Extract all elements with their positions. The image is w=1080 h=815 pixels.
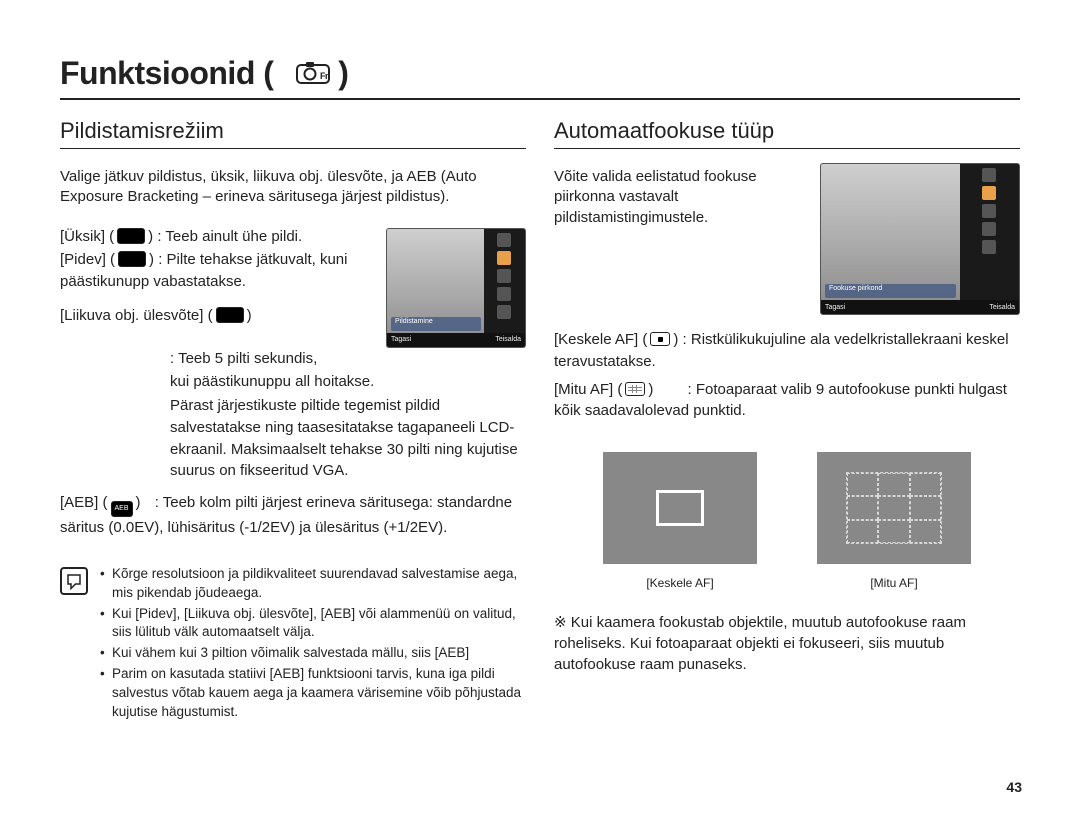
page-title: Funktsioonid ( Fn ) — [60, 55, 348, 92]
notes-list: Kõrge resolutsioon ja pildikvaliteet suu… — [100, 565, 526, 724]
aeb-line: [AEB] (AEB) : Teeb kolm pilti järjest er… — [60, 492, 526, 539]
center-af-caption: [Keskele AF] — [603, 576, 757, 590]
lcd-menu-label-r: Fookuse piirkond — [825, 284, 956, 298]
center-af-close: ) — [673, 331, 678, 348]
af-diagram-labels: [Keskele AF] [Mitu AF] — [554, 576, 1020, 590]
af-footnote: ※ Kui kaamera fookustab objektile, muutu… — [554, 612, 1020, 675]
note-item: Parim on kasutada statiivi [AEB] funktsi… — [100, 665, 526, 722]
left-column: Pildistamisrežiim Valige jätkuv pildistu… — [60, 118, 526, 724]
single-mode-line: [Üksik] () : Teeb ainult ühe pildi. — [60, 226, 368, 248]
lcd-move-label-r: Teisalda — [989, 304, 1015, 311]
center-af-icon — [650, 332, 670, 346]
shooting-mode-intro: Valige jätkuv pildistus, üksik, liikuva … — [60, 167, 526, 208]
page-number: 43 — [1006, 779, 1022, 795]
continuous-mode-line: [Pidev] () : Pilte tehakse jätkuvalt, ku… — [60, 249, 368, 293]
notes-box: Kõrge resolutsioon ja pildikvaliteet suu… — [60, 565, 526, 724]
shooting-mode-heading: Pildistamisrežiim — [60, 118, 526, 149]
note-item: Kui vähem kui 3 piltion võimalik salvest… — [100, 644, 526, 663]
multi-af-line: [Mitu AF] () : Fotoaparaat valib 9 autof… — [554, 379, 1020, 423]
single-desc: : Teeb ainult ühe pildi. — [157, 228, 302, 245]
multi-af-caption: [Mitu AF] — [817, 576, 971, 590]
center-af-line: [Keskele AF] () : Ristkülikukujuline ala… — [554, 329, 1020, 373]
motion-desc3: Pärast järjestikuste piltide tegemist pi… — [60, 395, 526, 482]
single-icon — [117, 228, 145, 244]
lcd-back-label-r: Tagasi — [825, 304, 845, 311]
aeb-close: ) — [136, 494, 141, 511]
af-intro: Võite valida eelistatud fookuse piirkonn… — [554, 167, 802, 297]
continuous-icon — [118, 251, 146, 267]
multi-af-close: ) — [648, 381, 653, 398]
note-item: Kõrge resolutsioon ja pildikvaliteet suu… — [100, 565, 526, 603]
center-af-diagram — [603, 452, 757, 564]
multi-af-icon — [625, 382, 645, 396]
motion-desc2: kui päästikunuppu all hoitakse. — [60, 371, 526, 393]
aeb-label: [AEB] ( — [60, 494, 108, 511]
cont-close: ) — [149, 251, 154, 268]
multi-af-label: [Mitu AF] ( — [554, 381, 622, 398]
note-item: Kui [Pidev], [Liikuva obj. ülesvõte], [A… — [100, 605, 526, 643]
lcd-menu-label: Pildistamine — [391, 317, 481, 331]
motion-mode-line: [Liikuva obj. ülesvõte] () — [60, 305, 368, 327]
motion-label: [Liikuva obj. ülesvõte] ( — [60, 307, 213, 324]
aeb-block: [AEB] (AEB) : Teeb kolm pilti järjest er… — [60, 492, 526, 539]
multi-af-grid — [846, 472, 942, 544]
aeb-icon: AEB — [111, 501, 133, 517]
lcd-preview-right: Fookuse piirkond Tagasi Teisalda — [820, 163, 1020, 315]
motion-capture-icon — [216, 307, 244, 323]
af-diagrams — [554, 452, 1020, 564]
page-title-row: Funktsioonid ( Fn ) — [60, 55, 1020, 100]
motion-desc1: : Teeb 5 pilti sekundis, — [60, 348, 526, 370]
multi-af-diagram — [817, 452, 971, 564]
right-column: Automaatfookuse tüüp Võite valida eelist… — [554, 118, 1020, 724]
title-text: Funktsioonid ( — [60, 55, 273, 91]
af-definitions: [Keskele AF] () : Ristkülikukujuline ala… — [554, 329, 1020, 422]
title-close-paren: ) — [338, 55, 348, 91]
af-type-heading: Automaatfookuse tüüp — [554, 118, 1020, 149]
lcd-move-label: Teisalda — [495, 336, 521, 343]
single-close: ) — [148, 228, 153, 245]
svg-text:Fn: Fn — [320, 71, 330, 81]
mode-definitions: [Üksik] () : Teeb ainult ühe pildi. [Pid… — [60, 226, 368, 348]
motion-close: ) — [247, 307, 252, 324]
note-icon — [60, 567, 88, 595]
single-label: [Üksik] ( — [60, 228, 114, 245]
lcd-preview-left: Pildistamine Tagasi Teisalda — [386, 228, 526, 348]
center-af-frame — [656, 490, 704, 526]
motion-continued: : Teeb 5 pilti sekundis, kui päästikunup… — [60, 348, 526, 483]
center-af-label: [Keskele AF] ( — [554, 331, 647, 348]
cont-label: [Pidev] ( — [60, 251, 115, 268]
camera-fn-icon: Fn — [296, 55, 330, 92]
lcd-back-label: Tagasi — [391, 336, 411, 343]
